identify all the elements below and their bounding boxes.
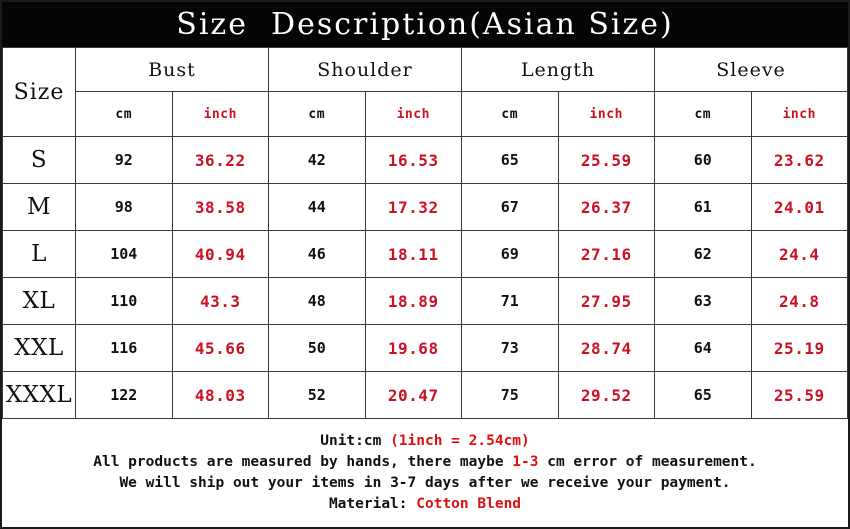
header-sleeve-cm: cm [654,91,752,137]
table-row: S 92 36.22 42 16.53 65 25.59 60 23.62 [2,136,849,184]
footer-line-measurement: All products are measured by hands, ther… [2,452,848,473]
cell-shoulder-inch: 18.89 [364,277,462,325]
cell-bust-inch: 43.3 [171,277,269,325]
cell-size: XL [2,277,76,325]
cell-size: XXXL [2,371,76,419]
cell-bust-inch: 48.03 [171,371,269,419]
cell-length-inch: 27.95 [557,277,656,325]
cell-sleeve-cm: 62 [654,230,752,278]
cell-size: L [2,230,76,278]
header-group-sleeve: Sleeve [654,47,849,92]
cell-sleeve-cm: 61 [654,183,752,231]
header-shoulder-cm: cm [268,91,366,137]
footer-notes: Unit:cm (1inch = 2.54cm) All products ar… [2,419,848,515]
header-length-cm: cm [461,91,559,137]
footer-measure-text-b: cm error of measurement. [538,454,757,470]
cell-sleeve-inch: 24.8 [750,277,849,325]
footer-unit-conversion: (1inch = 2.54cm) [390,433,530,449]
header-sleeve-inch: inch [750,91,849,137]
cell-bust-inch: 38.58 [171,183,269,231]
footer-material-label: Material: [328,496,417,512]
cell-sleeve-cm: 60 [654,136,752,184]
cell-length-cm: 73 [461,324,559,372]
footer-measure-tolerance: 1-3 [512,454,539,470]
cell-shoulder-cm: 46 [268,230,366,278]
cell-bust-cm: 104 [75,230,173,278]
footer-line-unit: Unit:cm (1inch = 2.54cm) [2,431,848,452]
cell-length-inch: 25.59 [557,136,656,184]
cell-length-inch: 27.16 [557,230,656,278]
cell-shoulder-inch: 17.32 [364,183,462,231]
footer-line-shipping: We will ship out your items in 3-7 days … [119,475,731,491]
cell-length-cm: 71 [461,277,559,325]
header-group-bust: Bust [75,47,269,92]
page-title: Size Description(Asian Size) [176,7,674,42]
header-size: Size [2,47,76,137]
footer-line-material: Material: Cotton Blend [2,494,848,515]
table-row: XXL 116 45.66 50 19.68 73 28.74 64 25.19 [2,324,849,372]
cell-shoulder-cm: 42 [268,136,366,184]
header-shoulder-inch: inch [364,91,462,137]
header-group-shoulder: Shoulder [268,47,462,92]
cell-shoulder-inch: 18.11 [364,230,462,278]
cell-bust-cm: 92 [75,136,173,184]
cell-length-inch: 28.74 [557,324,656,372]
cell-size: XXL [2,324,76,372]
cell-bust-inch: 36.22 [171,136,269,184]
table-header-unit-row: cm inch cm inch cm inch cm inch [3,91,849,137]
footer-material-value: Cotton Blend [416,496,522,512]
cell-length-inch: 29.52 [557,371,656,419]
cell-shoulder-cm: 50 [268,324,366,372]
cell-size: M [2,183,76,231]
header-length-inch: inch [557,91,656,137]
cell-length-inch: 26.37 [557,183,656,231]
cell-sleeve-inch: 23.62 [750,136,849,184]
cell-length-cm: 75 [461,371,559,419]
cell-sleeve-cm: 65 [654,371,752,419]
cell-sleeve-inch: 25.19 [750,324,849,372]
cell-length-cm: 67 [461,183,559,231]
cell-shoulder-inch: 16.53 [364,136,462,184]
cell-bust-cm: 116 [75,324,173,372]
cell-bust-cm: 98 [75,183,173,231]
table-header-group-row: Size Bust Shoulder Length Sleeve [2,47,849,137]
cell-bust-inch: 45.66 [171,324,269,372]
table-header: Size Bust Shoulder Length Sleeve cm inch… [2,47,849,137]
cell-bust-inch: 40.94 [171,230,269,278]
header-bust-inch: inch [171,91,269,137]
table-body: S 92 36.22 42 16.53 65 25.59 60 23.62 M 98 38.58 44 1… [2,136,849,419]
table-row: XXXL 122 48.03 52 20.47 75 29.52 65 25.59 [2,371,849,419]
chart-title-banner: Size Description(Asian Size) [2,2,848,47]
cell-bust-cm: 110 [75,277,173,325]
cell-sleeve-inch: 25.59 [750,371,849,419]
footer-unit-label: Unit:cm [320,433,391,449]
cell-sleeve-cm: 63 [654,277,752,325]
cell-sleeve-cm: 64 [654,324,752,372]
table-row: M 98 38.58 44 17.32 67 26.37 61 24.01 [2,183,849,231]
cell-length-cm: 69 [461,230,559,278]
cell-shoulder-cm: 44 [268,183,366,231]
size-description-table: Size Bust Shoulder Length Sleeve cm inch… [2,47,849,419]
cell-sleeve-inch: 24.4 [750,230,849,278]
cell-shoulder-inch: 19.68 [364,324,462,372]
footer-measure-text-a: All products are measured by hands, ther… [93,454,513,470]
cell-size: S [2,136,76,184]
header-bust-cm: cm [75,91,173,137]
cell-shoulder-inch: 20.47 [364,371,462,419]
cell-shoulder-cm: 52 [268,371,366,419]
table-row: L 104 40.94 46 18.11 69 27.16 62 24.4 [2,230,849,278]
header-group-length: Length [460,47,656,92]
cell-bust-cm: 122 [75,371,173,419]
cell-sleeve-inch: 24.01 [750,183,849,231]
cell-shoulder-cm: 48 [268,277,366,325]
table-row: XL 110 43.3 48 18.89 71 27.95 63 24.8 [2,277,849,325]
cell-length-cm: 65 [461,136,559,184]
